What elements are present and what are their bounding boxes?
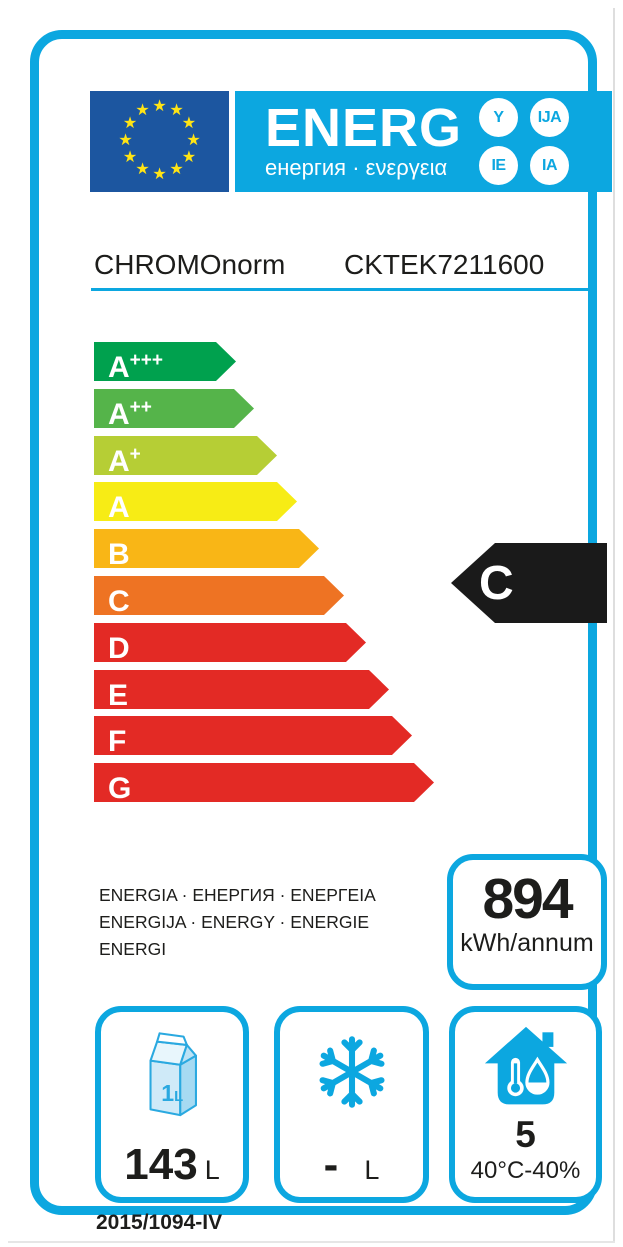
eu-star-icon: ★ (118, 131, 133, 149)
eu-star-icon: ★ (122, 114, 138, 132)
eu-star-icon: ★ (186, 131, 201, 149)
class-arrow-a: A (94, 482, 297, 521)
class-arrow-g: G (94, 763, 434, 802)
climate-condition: 40°C-40% (470, 1157, 581, 1184)
brand-name: CHROMOnorm (94, 249, 286, 280)
rating-arrow: C (451, 543, 607, 623)
fridge-volume-value: 143 (124, 1140, 198, 1189)
freezer-volume-unit: L (364, 1155, 380, 1185)
climate-class-box: 5 40°C-40% (449, 1006, 602, 1203)
snowflake-icon (280, 1012, 423, 1115)
energ-subtitle: енергия · ενεργεια (265, 155, 448, 180)
milk-carton-icon: 1L (101, 1012, 243, 1129)
page-edge-shadow-bottom (8, 1241, 615, 1243)
energy-word-line: ENERGIA · ЕНЕРГИЯ · ENEPΓEIA (99, 885, 376, 905)
eu-star-icon: ★ (135, 161, 150, 179)
class-arrow-a++: A++ (94, 389, 254, 428)
eu-star-icon: ★ (152, 165, 167, 183)
class-arrow-d: D (94, 623, 366, 662)
freezer-volume-box: - L (274, 1006, 429, 1203)
consumption-unit: kWh/annum (460, 929, 594, 957)
class-arrow-e: E (94, 670, 389, 709)
energ-suffix-circle-y: Y (479, 98, 518, 137)
house-temperature-humidity-icon (455, 1012, 596, 1114)
class-arrow-a+: A+ (94, 436, 277, 475)
eu-flag: ★ ★ ★ ★ ★ ★ ★ ★ ★ ★ ★ ★ (90, 91, 229, 192)
energ-banner: ENERG енергия · ενεργεια Y IJA IE IA (235, 91, 612, 192)
fridge-volume-unit: L (204, 1155, 220, 1185)
page-edge-shadow-right (613, 8, 615, 1243)
eu-star-icon: ★ (181, 148, 197, 166)
consumption-value: 894 (482, 867, 573, 931)
eu-star-icon: ★ (152, 97, 167, 115)
eu-star-icon: ★ (181, 114, 197, 132)
rating-letter: C (479, 556, 514, 610)
eu-star-icon: ★ (135, 102, 150, 120)
freezer-volume-value: - (323, 1140, 339, 1189)
energ-suffix-circle-ija: IJA (530, 98, 569, 137)
climate-class-value: 5 (515, 1114, 536, 1155)
class-arrow-b: B (94, 529, 319, 568)
class-arrow-a+++: A+++ (94, 342, 236, 381)
header-divider (91, 288, 596, 291)
energ-suffix-circle-ia: IA (530, 146, 569, 185)
energy-word-line: ENERGI (99, 939, 167, 959)
eu-star-icon: ★ (169, 102, 184, 120)
energ-suffix-circle-ie: IE (479, 146, 518, 185)
energy-consumption-box: 894 kWh/annum (447, 854, 607, 990)
energy-word-list: ENERGIA · ЕНЕРГИЯ · ENEPΓEIA ENERGIJA · E… (99, 882, 376, 963)
svg-text:1L: 1L (161, 1080, 183, 1106)
regulation-number: 2015/1094-IV (96, 1211, 223, 1234)
energy-word-line: ENERGIJA · ENERGY · ENERGIE (99, 912, 370, 932)
class-arrow-c: C (94, 576, 344, 615)
class-arrow-f: F (94, 716, 412, 755)
eu-star-icon: ★ (169, 161, 184, 179)
model-number: CKTEK7211600 (344, 249, 545, 280)
eu-star-icon: ★ (122, 148, 138, 166)
energ-word: ENERG (265, 98, 463, 158)
fridge-volume-box: 1L 143 L (95, 1006, 249, 1203)
